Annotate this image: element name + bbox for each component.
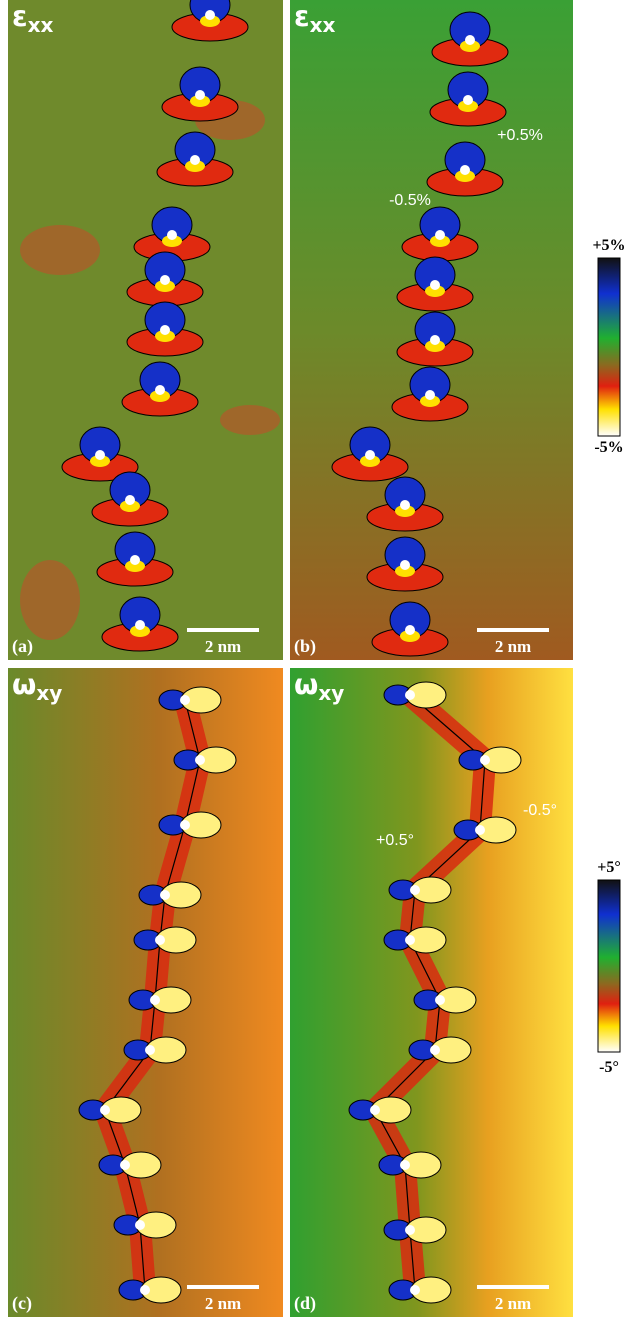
strain-patch — [220, 405, 280, 435]
core — [430, 335, 440, 345]
core — [160, 890, 170, 900]
core — [405, 1225, 415, 1235]
core — [365, 450, 375, 460]
core — [430, 280, 440, 290]
panel-label: (b) — [294, 636, 316, 657]
symbol: ε — [12, 0, 28, 33]
figure: εxx(a)2 nmεxx(b)2 nm+0.5%-0.5%ωxy(c)2 nm… — [0, 0, 633, 1317]
core — [125, 495, 135, 505]
annotation: +0.5% — [497, 127, 543, 144]
core — [195, 755, 205, 765]
subscript: xy — [318, 681, 344, 705]
strain-patch — [20, 560, 80, 640]
core — [135, 1220, 145, 1230]
core — [167, 230, 177, 240]
core — [95, 450, 105, 460]
colorbar-top: +5% — [592, 237, 625, 254]
subscript: xx — [310, 13, 336, 37]
annotation: -0.5° — [523, 802, 557, 819]
core — [430, 1045, 440, 1055]
core — [400, 500, 410, 510]
core — [150, 995, 160, 1005]
strain-patch — [20, 225, 100, 275]
colorbar-bottom: -5° — [599, 1059, 619, 1076]
symbol: ω — [12, 668, 36, 701]
scale-bar — [187, 628, 259, 632]
scale-label: 2 nm — [205, 637, 241, 656]
core — [190, 155, 200, 165]
core — [435, 230, 445, 240]
core — [460, 165, 470, 175]
core — [480, 755, 490, 765]
annotation: +0.5° — [376, 832, 414, 849]
core — [370, 1105, 380, 1115]
colorbar-strain — [598, 258, 620, 436]
core — [180, 820, 190, 830]
scale-bar — [187, 1285, 259, 1289]
core — [160, 325, 170, 335]
core — [410, 885, 420, 895]
core — [400, 560, 410, 570]
core — [463, 95, 473, 105]
core — [405, 935, 415, 945]
core — [145, 1045, 155, 1055]
panel-label: (d) — [294, 1293, 316, 1314]
core — [160, 275, 170, 285]
core — [180, 695, 190, 705]
core — [465, 35, 475, 45]
colorbar-top: +5° — [597, 859, 621, 876]
symbol: ε — [294, 0, 310, 33]
core — [100, 1105, 110, 1115]
colorbar-rotation — [598, 880, 620, 1052]
scale-label: 2 nm — [205, 1294, 241, 1313]
symbol: ω — [294, 668, 318, 701]
core — [410, 1285, 420, 1295]
scale-bar — [477, 1285, 549, 1289]
panel-label: (a) — [12, 636, 33, 657]
core — [205, 10, 215, 20]
core — [130, 555, 140, 565]
scale-label: 2 nm — [495, 637, 531, 656]
core — [475, 825, 485, 835]
subscript: xy — [36, 681, 62, 705]
core — [155, 935, 165, 945]
core — [120, 1160, 130, 1170]
subscript: xx — [28, 13, 54, 37]
core — [435, 995, 445, 1005]
core — [135, 620, 145, 630]
panel-label: (c) — [12, 1293, 32, 1314]
colorbar-bottom: -5% — [594, 439, 623, 456]
core — [405, 690, 415, 700]
scale-label: 2 nm — [495, 1294, 531, 1313]
annotation: -0.5% — [389, 192, 431, 209]
core — [155, 385, 165, 395]
core — [425, 390, 435, 400]
core — [195, 90, 205, 100]
core — [140, 1285, 150, 1295]
scale-bar — [477, 628, 549, 632]
core — [405, 625, 415, 635]
core — [400, 1160, 410, 1170]
